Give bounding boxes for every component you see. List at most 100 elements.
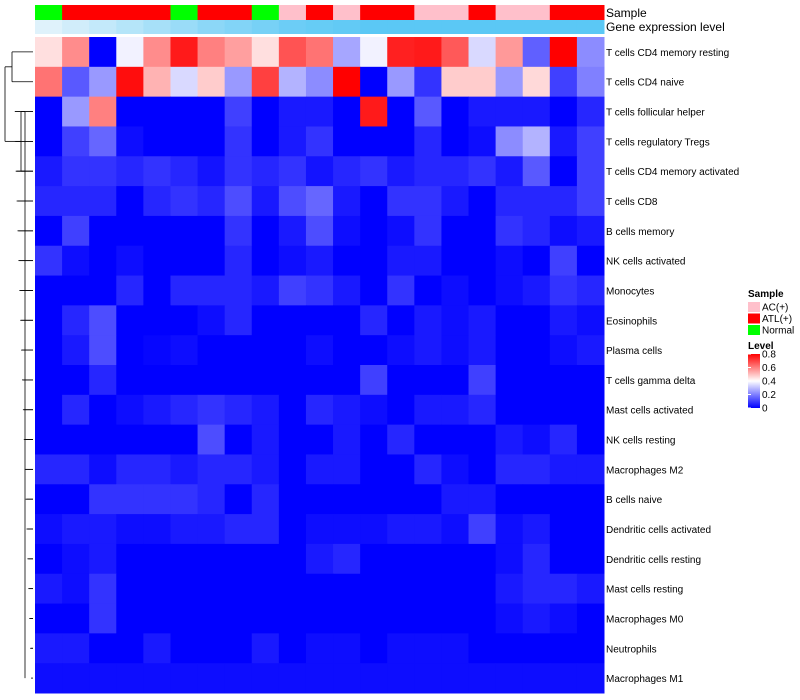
heatmap-cell: [468, 66, 497, 98]
heatmap-cell: [360, 215, 388, 247]
heatmap-cell: [35, 37, 63, 68]
row-label: T cells CD4 memory activated: [606, 167, 739, 178]
row-label: NK cells resting: [606, 436, 675, 447]
heatmap-cell: [116, 573, 144, 605]
heatmap-cell: [360, 543, 388, 575]
heatmap-cell: [549, 335, 578, 366]
heatmap-cell: [143, 305, 171, 336]
heatmap-cells: [35, 37, 605, 694]
heatmap-cell: [522, 126, 551, 157]
heatmap-cell: [468, 245, 497, 277]
heatmap-cell: [143, 156, 171, 187]
heatmap-cell: [387, 156, 415, 187]
heatmap-cell: [495, 424, 524, 455]
heatmap-cell: [116, 514, 144, 545]
heatmap-cell: [333, 66, 361, 98]
heatmap-cell: [360, 365, 388, 396]
heatmap-cell: [495, 543, 524, 575]
heatmap-cell: [62, 126, 90, 157]
heatmap-cell: [495, 484, 524, 515]
heatmap-cell: [387, 573, 415, 605]
heatmap-cell: [522, 394, 551, 426]
heatmap-cell: [170, 633, 199, 664]
heatmap-cell: [170, 215, 199, 247]
heatmap-cell: [522, 603, 551, 634]
heatmap-cell: [360, 603, 388, 634]
heatmap-cell: [441, 365, 470, 396]
heatmap-cell: [224, 603, 253, 634]
expression-annotation-cell: [116, 20, 144, 34]
heatmap-cell: [116, 484, 144, 515]
heatmap-cell: [224, 365, 253, 396]
heatmap-cell: [197, 275, 226, 306]
heatmap-cell: [170, 424, 199, 455]
heatmap-cell: [305, 126, 334, 157]
sample-annotation-cell: [549, 5, 578, 20]
heatmap-cell: [387, 633, 415, 664]
heatmap-cell: [143, 514, 171, 545]
heatmap-cell: [143, 394, 171, 426]
heatmap-cell: [251, 96, 280, 127]
heatmap-cell: [414, 573, 442, 605]
heatmap-cell: [62, 156, 90, 187]
heatmap-cell: [468, 37, 497, 68]
heatmap-cell: [441, 394, 470, 426]
sample-annotation-cell: [89, 5, 117, 20]
heatmap-cell: [251, 633, 280, 664]
heatmap-cell: [170, 156, 199, 187]
heatmap-cell: [278, 514, 307, 545]
heatmap-cell: [89, 633, 117, 664]
heatmap-cell: [414, 365, 442, 396]
heatmap-cell: [495, 37, 524, 68]
row-label: Plasma cells: [606, 346, 662, 357]
heatmap-cell: [522, 186, 551, 217]
heatmap-cell: [495, 365, 524, 396]
heatmap-cell: [414, 394, 442, 426]
heatmap-cell: [224, 126, 253, 157]
heatmap-cell: [468, 514, 497, 545]
heatmap-cell: [576, 66, 605, 98]
heatmap-cell: [549, 186, 578, 217]
heatmap-cell: [278, 543, 307, 575]
heatmap-cell: [278, 484, 307, 515]
heatmap-cell: [414, 424, 442, 455]
row-label: Dendritic cells resting: [606, 555, 701, 566]
heatmap-cell: [305, 96, 334, 127]
heatmap-cell: [251, 603, 280, 634]
heatmap-cell: [576, 543, 605, 575]
expression-annotation-cell: [197, 20, 226, 34]
sample-annotation-cell: [360, 5, 388, 20]
heatmap-cell: [143, 275, 171, 306]
legend-level-ticks: 0.8 0.6 0.4 0.2 0: [748, 350, 776, 415]
heatmap-cell: [89, 156, 117, 187]
heatmap-cell: [522, 96, 551, 127]
legend-swatch: [748, 302, 760, 312]
heatmap-cell: [62, 573, 90, 605]
heatmap-cell: [468, 305, 497, 336]
heatmap-cell: [414, 454, 442, 485]
heatmap-cell: [224, 66, 253, 98]
heatmap-cell: [360, 245, 388, 277]
heatmap-cell: [333, 365, 361, 396]
heatmap-cell: [495, 245, 524, 277]
heatmap-cell: [441, 484, 470, 515]
heatmap-cell: [360, 126, 388, 157]
heatmap-cell: [35, 484, 63, 515]
heatmap-cell: [441, 275, 470, 306]
heatmap-cell: [170, 66, 199, 98]
heatmap-cell: [495, 573, 524, 605]
heatmap-cell: [35, 454, 63, 485]
heatmap-cell: [576, 603, 605, 634]
heatmap-cell: [278, 454, 307, 485]
heatmap-cell: [224, 484, 253, 515]
heatmap-cell: [414, 245, 442, 277]
heatmap-cell: [576, 156, 605, 187]
heatmap-cell: [333, 573, 361, 605]
heatmap-cell: [62, 335, 90, 366]
heatmap-cell: [441, 245, 470, 277]
heatmap-cell: [35, 275, 63, 306]
heatmap-cell: [468, 215, 497, 247]
heatmap-cell: [197, 186, 226, 217]
heatmap-cell: [305, 335, 334, 366]
heatmap-cell: [170, 186, 199, 217]
